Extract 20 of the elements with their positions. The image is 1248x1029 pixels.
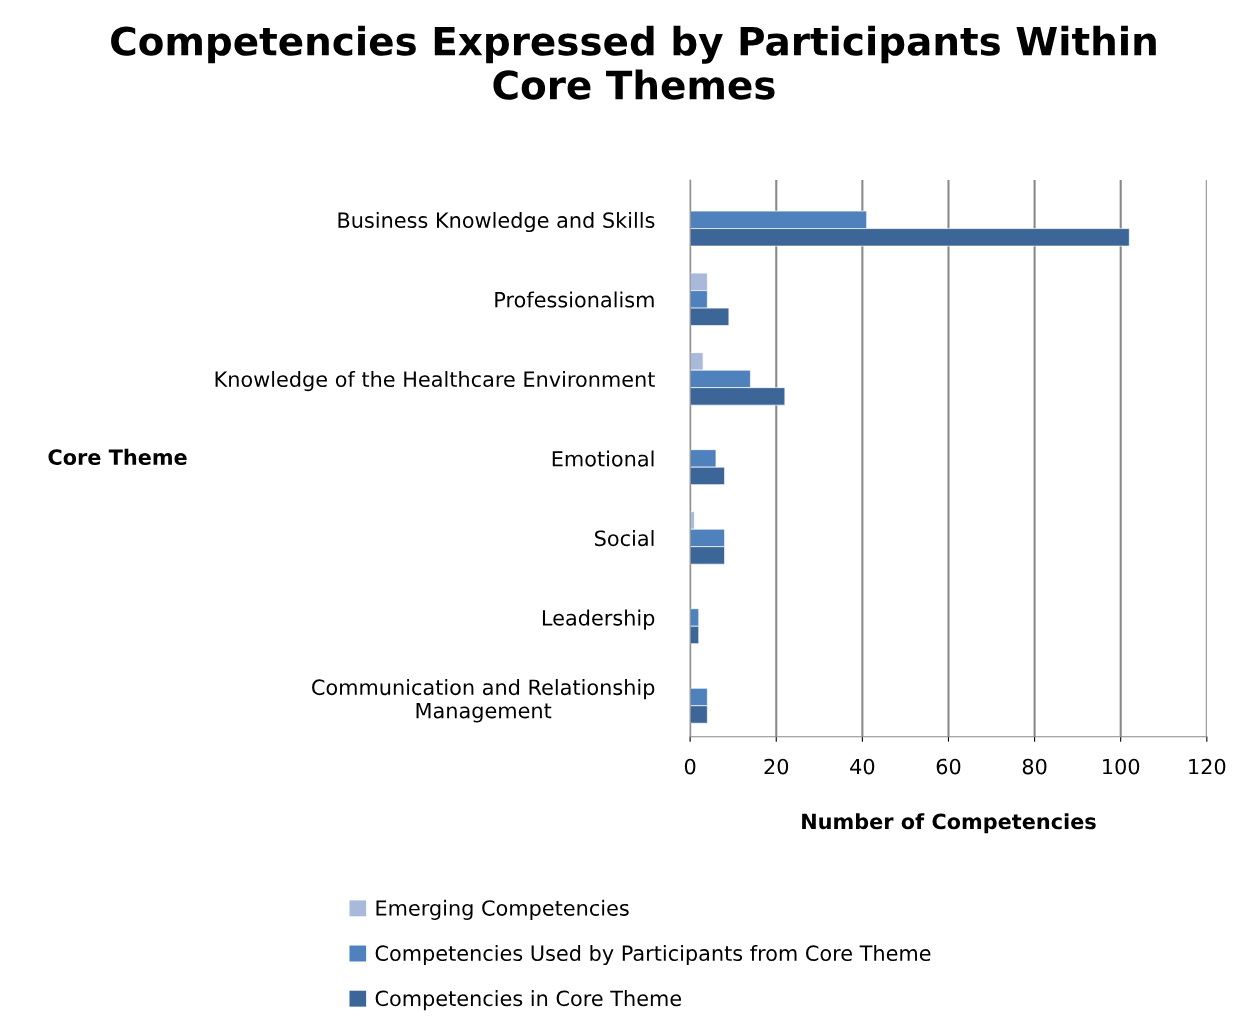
y-tick-label: Knowledge of the Healthcare Environment [215, 370, 655, 392]
legend-label: Competencies Used by Participants from Core Theme [375, 944, 931, 966]
x-tick-label: 80 [1022, 758, 1047, 775]
x-tick-label: 100 [1103, 758, 1140, 775]
y-tick-label: Professionalism [495, 291, 654, 308]
x-tick-label: 20 [764, 758, 789, 775]
y-tick-label: Communication and Relationship Management [312, 679, 655, 723]
legend-label: Competencies in Core Theme [375, 990, 682, 1011]
x-tick-label: 120 [1189, 758, 1226, 775]
x-tick-label: 40 [850, 758, 875, 775]
y-tick-label: Emotional [552, 450, 654, 467]
y-tick-label: Business Knowledge and Skills [338, 211, 655, 233]
legend-label: Emerging Competencies [376, 899, 629, 920]
x-tick-label: 60 [936, 758, 961, 775]
x-axis-title: Number of Competencies [802, 813, 1096, 834]
x-tick-label: 0 [684, 758, 696, 775]
y-tick-label: Social [595, 530, 654, 547]
y-tick-label: Leadership [542, 609, 655, 630]
chart-title: Competencies Expressed by Participants Within Core Themes [111, 25, 1156, 100]
y-axis-title: Core Theme [48, 448, 187, 465]
